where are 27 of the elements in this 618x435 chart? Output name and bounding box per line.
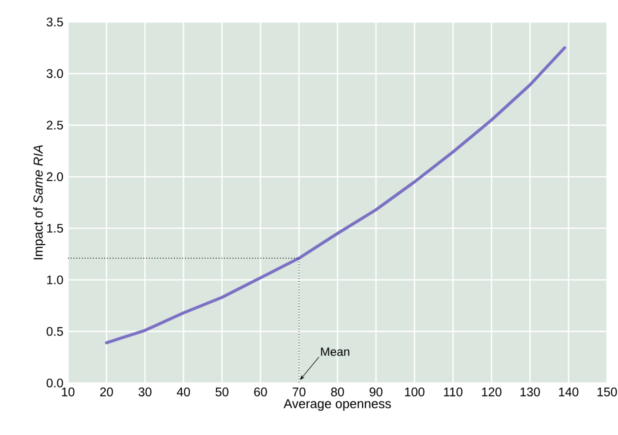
y-tick-label: 0.0 — [46, 378, 63, 388]
x-tick-label: 10 — [62, 388, 74, 396]
x-tick-label: 90 — [370, 388, 382, 396]
y-tick-label: 2.0 — [46, 172, 63, 182]
x-tick-label: 130 — [520, 388, 540, 396]
x-tick-label: 120 — [482, 388, 502, 396]
ref-line-label: Mean — [321, 348, 350, 356]
x-tick-label: 60 — [254, 388, 267, 396]
y-tick-label: 0.5 — [46, 327, 63, 336]
y-tick-label: 2.5 — [46, 120, 63, 130]
y-tick-label: 3.5 — [46, 18, 63, 26]
x-tick-label: 40 — [176, 388, 190, 396]
x-tick-label: 150 — [598, 388, 617, 396]
x-tick-label: 50 — [216, 388, 228, 396]
y-axis-title: Impact of Same RIA — [33, 145, 46, 260]
x-tick-label: 140 — [559, 388, 578, 396]
y-tick-label: 3.0 — [46, 69, 63, 78]
x-tick-label: 110 — [444, 388, 462, 396]
x-tick-label: 20 — [100, 388, 113, 396]
x-tick-label: 70 — [292, 388, 306, 396]
x-tick-label: 80 — [331, 388, 344, 396]
y-tick-label: 1.0 — [47, 275, 63, 284]
y-tick-label: 1.5 — [47, 224, 63, 233]
x-axis-title: Average openness — [284, 399, 391, 411]
x-tick-label: 30 — [138, 388, 152, 396]
line-series — [105, 46, 566, 344]
x-tick-label: 100 — [405, 388, 424, 396]
